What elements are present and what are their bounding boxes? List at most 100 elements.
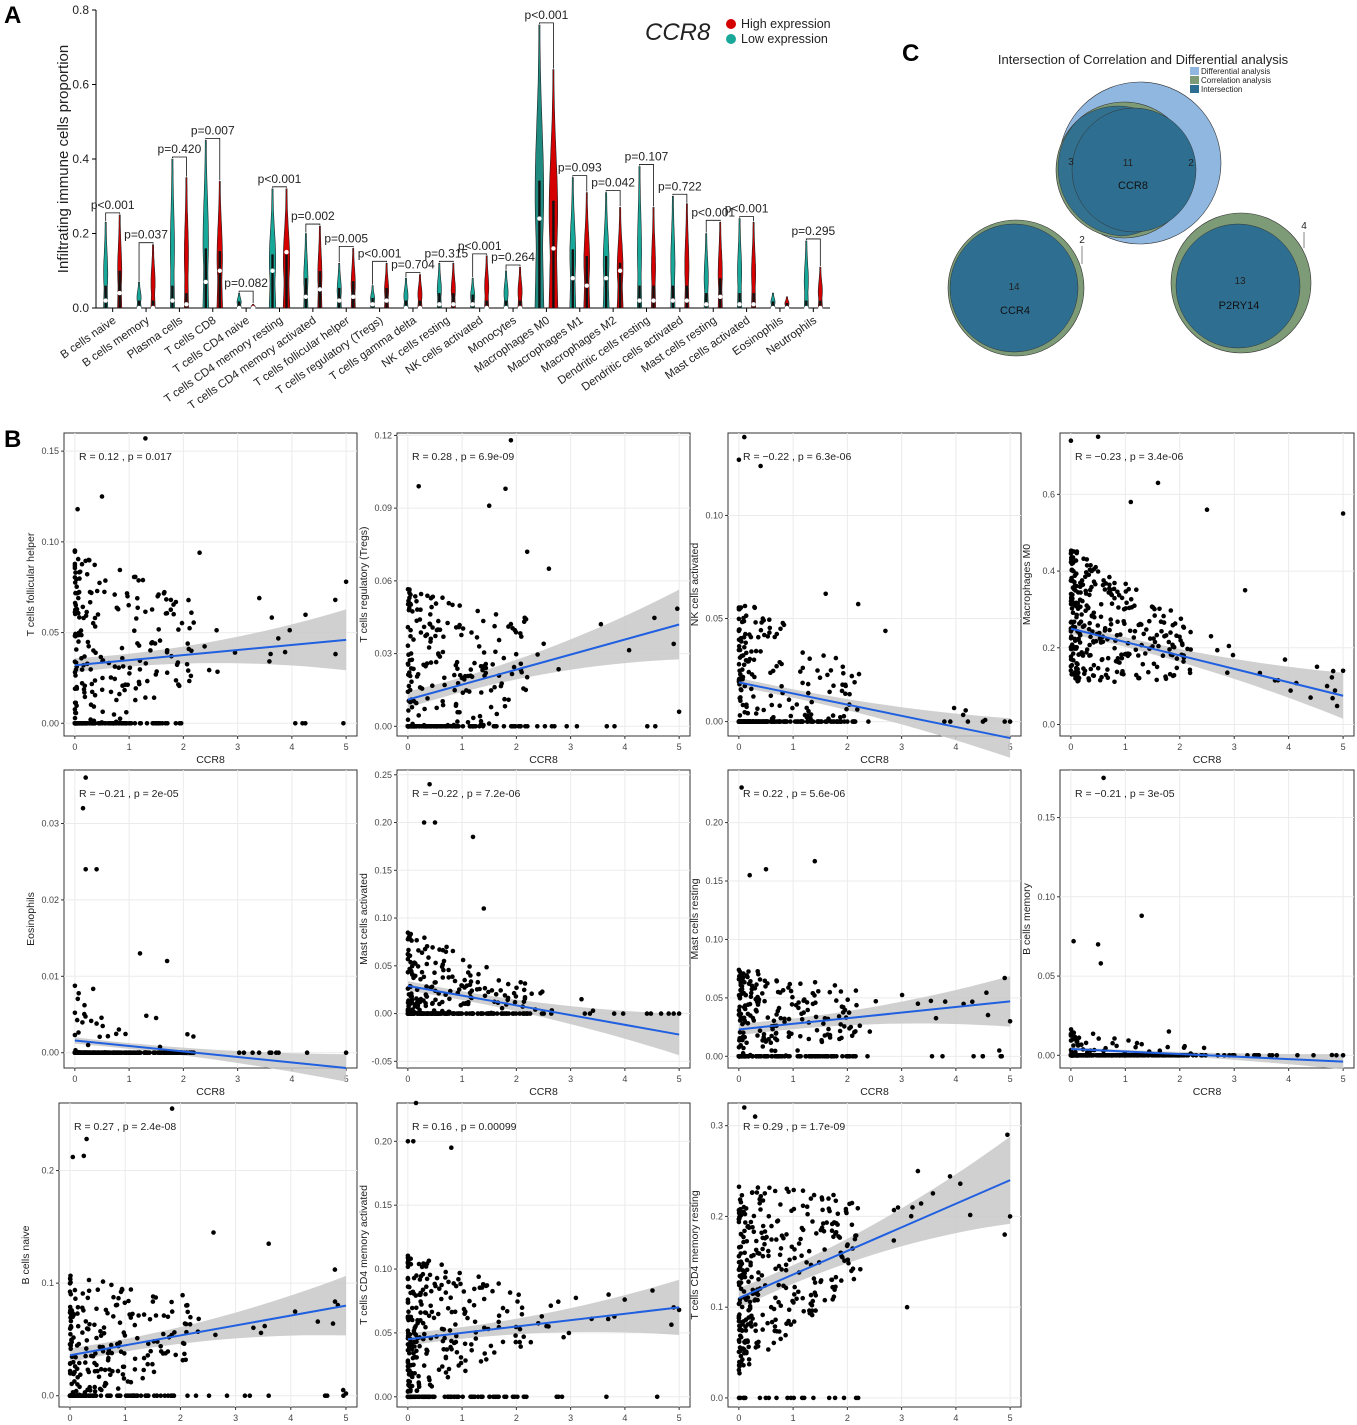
data-point [1088,563,1093,568]
data-point [1144,627,1149,632]
violin-low-box [304,278,308,308]
data-point [746,969,751,974]
violin-group [569,177,591,309]
data-point [1103,672,1109,678]
data-point [918,1201,924,1206]
data-point [1103,1045,1108,1051]
data-point [437,627,443,633]
data-point [421,974,427,980]
data-point [829,1228,835,1233]
data-point [96,1374,102,1380]
data-point [407,1369,412,1374]
data-point [671,1011,676,1016]
y-tick-label: 0.05 [374,1328,392,1338]
violin-low-median [303,294,309,300]
data-point [942,719,947,724]
data-point [405,1299,411,1305]
data-point [1086,676,1091,681]
data-point [144,721,150,726]
data-point [1087,567,1093,573]
data-point [158,1349,164,1354]
data-point [407,966,412,972]
data-point [92,562,97,568]
data-point [800,1227,806,1233]
violin-high-median [150,305,156,311]
data-point [767,1185,772,1191]
data-point [405,1259,411,1265]
data-point [86,1369,92,1375]
data-point [1166,1029,1172,1034]
data-point [85,639,91,645]
data-point [1090,673,1096,678]
data-point [441,958,447,964]
data-point [415,1011,421,1016]
data-point [430,945,435,950]
violin-group [703,222,723,309]
data-point [1230,652,1236,658]
data-point [123,1031,128,1037]
data-point [1178,638,1183,643]
data-point [506,697,511,703]
data-point [792,1255,797,1261]
data-point [469,1348,475,1353]
data-point [1095,623,1101,628]
violin-high [216,181,223,309]
data-point [504,1309,510,1314]
data-point [771,1018,777,1024]
data-point [443,949,449,955]
violin-low [737,218,743,309]
data-point [433,960,438,966]
x-tick-label: 4 [289,1074,294,1084]
violin-high-box [452,293,455,308]
data-point [1116,592,1122,598]
data-point [915,1168,921,1174]
data-point [448,988,453,994]
data-point [1252,1053,1257,1058]
y-tick-label: 0.10 [705,934,723,944]
data-point [804,715,810,720]
violin-high-median [317,287,323,292]
data-point [457,1270,463,1276]
data-point [482,993,488,999]
violin-high-median [651,298,656,303]
x-tick-label: 3 [899,1074,904,1084]
data-point [827,989,833,995]
violin-low [670,196,676,309]
data-point [541,641,546,647]
data-point [1112,595,1117,601]
confidence-band [407,1279,680,1346]
venn-legend-swatch [1190,85,1199,93]
data-point [424,632,430,637]
data-point [125,594,130,599]
venn-gene-label: P2RY14 [1219,300,1260,312]
data-point [747,1299,753,1305]
data-point [189,610,194,615]
data-point [433,659,439,665]
data-point [439,1296,444,1302]
data-point [405,1255,411,1261]
data-point [775,989,781,995]
data-point [152,1050,157,1055]
data-point [765,1015,771,1020]
data-point [756,1270,761,1275]
data-point [756,1277,761,1282]
data-point [821,653,826,658]
violin-low-median [704,302,709,307]
data-point [743,1220,748,1225]
violin-low [503,270,509,309]
data-point [739,1015,744,1021]
data-point [409,705,415,710]
data-point [851,1276,857,1282]
x-tick-label: 1 [460,1074,465,1084]
x-tick-label: 2 [845,742,850,752]
data-point [521,1394,527,1400]
data-point [120,656,125,661]
violin-low [534,24,545,309]
data-point [70,1371,76,1377]
x-tick-label: 5 [677,1413,682,1423]
data-point [517,1339,522,1345]
data-point [743,613,749,618]
data-point [513,1011,519,1016]
data-point [477,1285,483,1290]
data-point [1121,672,1126,677]
